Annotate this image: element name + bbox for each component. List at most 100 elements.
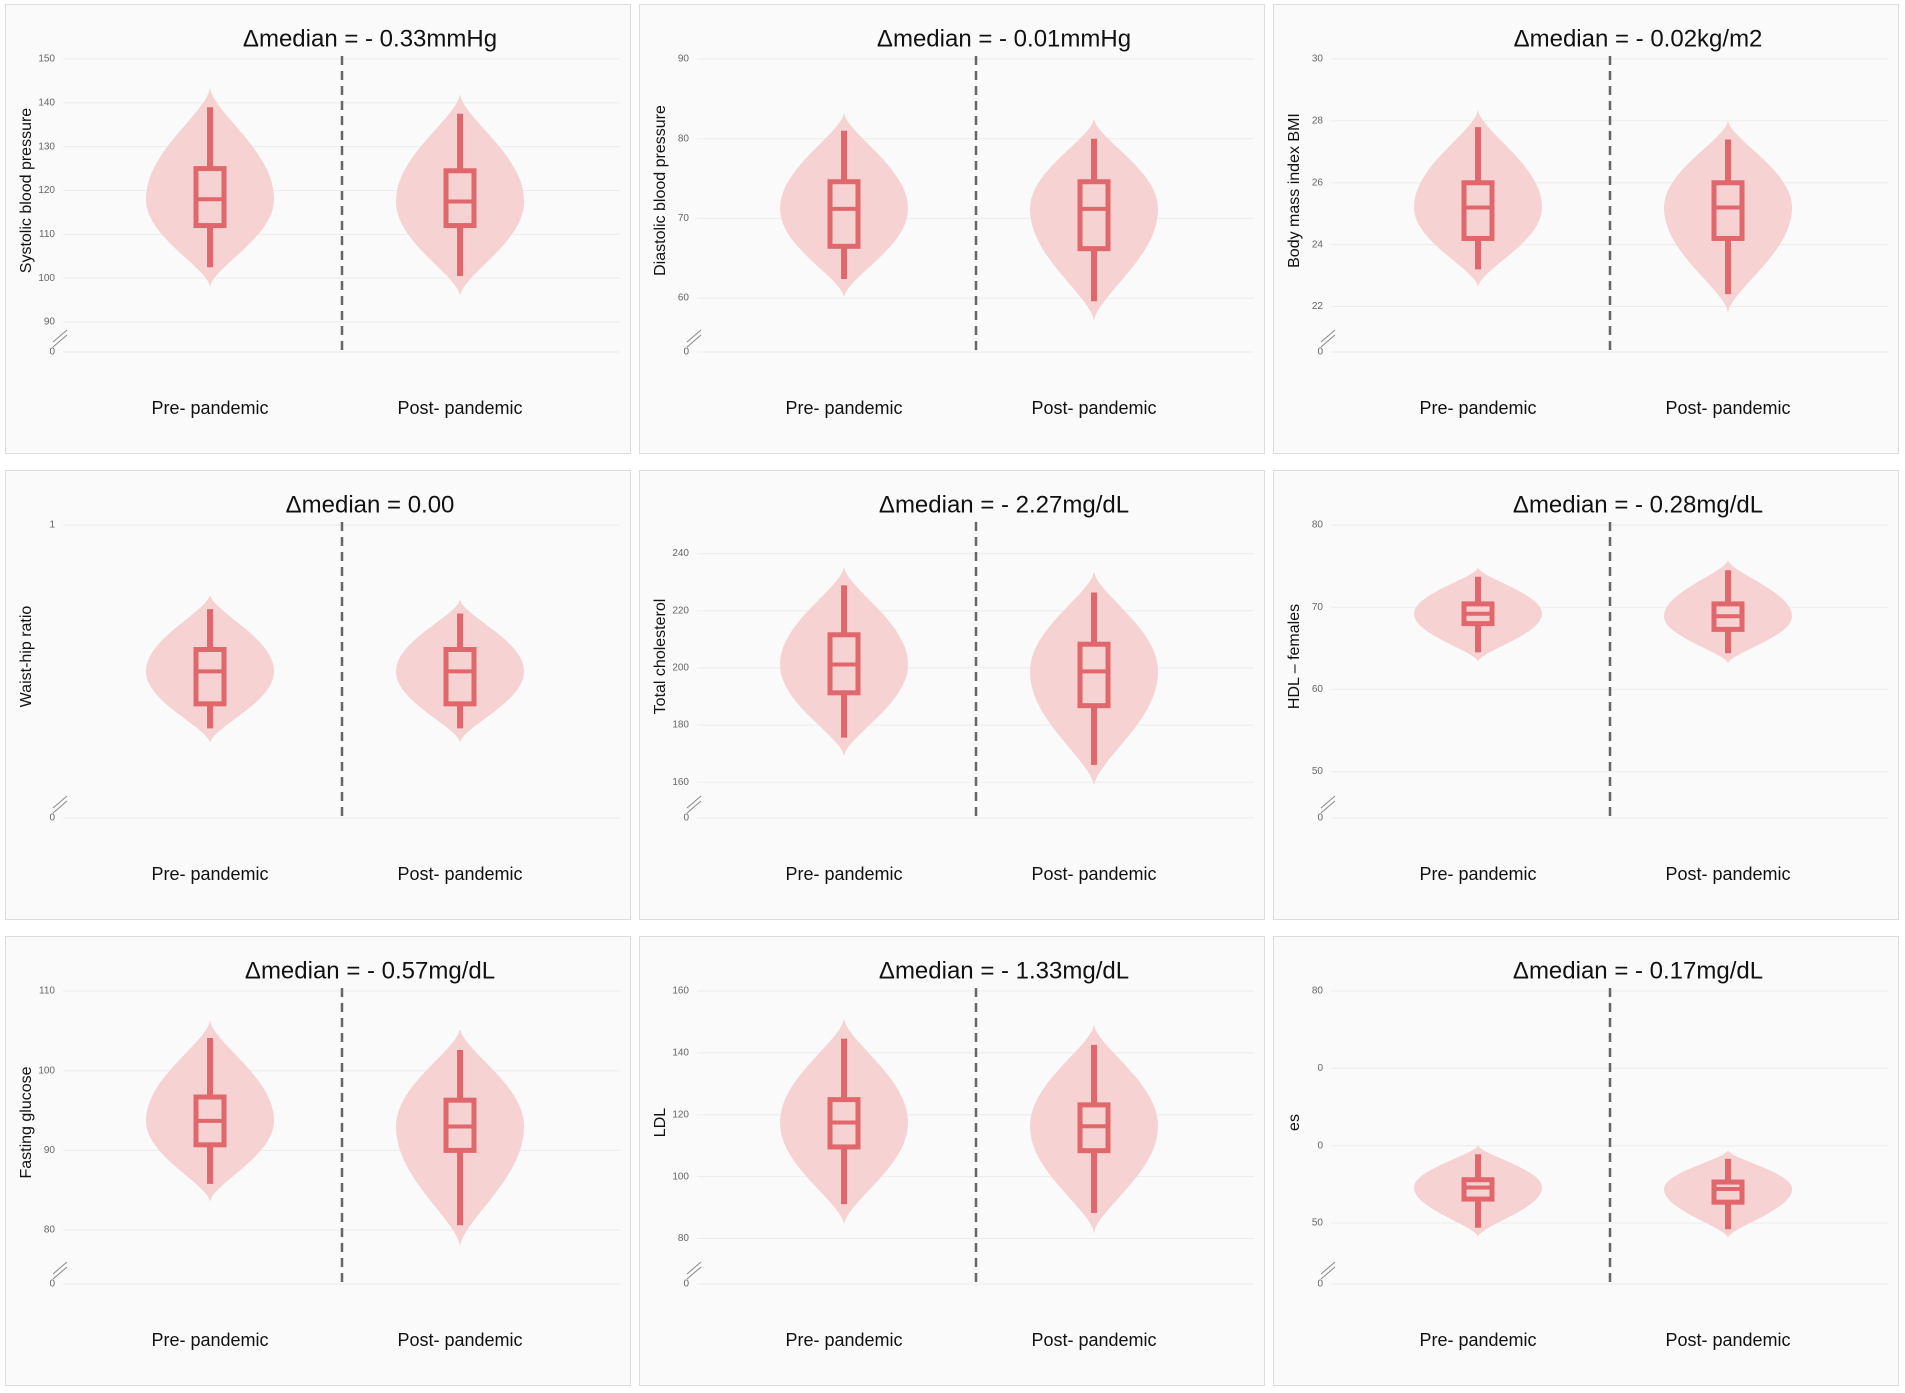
panel-background [1273, 470, 1899, 920]
x-tick-label: Post- pandemic [1665, 398, 1790, 418]
y-tick-label: 160 [672, 777, 689, 788]
y-tick-label: 100 [38, 273, 55, 284]
panel-background [639, 4, 1265, 454]
base-tick-label: 0 [683, 347, 689, 358]
x-tick-label: Pre- pandemic [1419, 398, 1536, 418]
y-tick-label: 140 [672, 1048, 689, 1059]
y-tick-label: 24 [1312, 239, 1324, 250]
base-tick-label: 0 [1317, 813, 1323, 824]
y-tick-label: 90 [44, 317, 56, 328]
y-tick-label: 80 [44, 1225, 56, 1236]
y-tick-label: 120 [672, 1109, 689, 1120]
axis-break [1320, 1261, 1336, 1275]
box [1711, 1179, 1745, 1205]
axis-break [52, 1266, 68, 1280]
y-tick-label: 80 [1312, 520, 1324, 531]
y-tick-label: 60 [1312, 684, 1324, 695]
panel-title: Δmedian = - 0.02kg/m2 [1514, 25, 1763, 52]
axis-break [52, 1261, 68, 1275]
panel-title: Δmedian = - 0.57mg/dL [245, 957, 495, 984]
y-axis-label: Total cholesterol [652, 599, 669, 715]
chart-panel: 22 24 26 28 30 0 Body mass index BMI Pre- pande… [1273, 4, 1899, 454]
base-tick-label: 0 [49, 813, 55, 824]
y-tick-label: 28 [1312, 116, 1324, 127]
y-tick-label: 22 [1312, 301, 1324, 312]
chart-panel: 60 70 80 90 0 Diastolic blood pressure Pre- pa… [639, 4, 1265, 454]
axis-break [686, 334, 702, 348]
axis-break [686, 1266, 702, 1280]
box [1077, 641, 1111, 709]
panel-background [639, 936, 1265, 1386]
axis-break [52, 795, 68, 809]
y-tick-label: 130 [38, 141, 55, 152]
y-tick-label: 0 [1317, 1063, 1323, 1074]
panel-title: Δmedian = - 0.17mg/dL [1513, 957, 1763, 984]
axis-break [686, 1261, 702, 1275]
axis-break [1320, 800, 1336, 814]
box [827, 179, 861, 249]
panel-background [1273, 936, 1899, 1386]
y-tick-label: 80 [678, 1233, 690, 1244]
box [1461, 180, 1495, 241]
box [193, 166, 227, 229]
axis-break [52, 334, 68, 348]
panel-title: Δmedian = - 0.33mmHg [243, 25, 497, 52]
y-tick-label: 0 [1317, 1140, 1323, 1151]
axis-break [686, 795, 702, 809]
base-tick-label: 0 [683, 813, 689, 824]
x-tick-label: Post- pandemic [1031, 864, 1156, 884]
axis-break [52, 329, 68, 343]
panel-title: Δmedian = - 0.28mg/dL [1513, 491, 1763, 518]
y-axis-label: Fasting glucose [18, 1066, 35, 1178]
y-tick-label: 120 [38, 185, 55, 196]
y-tick-label: 90 [44, 1145, 56, 1156]
x-tick-label: Pre- pandemic [151, 864, 268, 884]
y-tick-label: 80 [678, 133, 690, 144]
box [193, 646, 227, 707]
chart-panel: 50 60 70 80 0 HDL – females Pre- pandemic Post-… [1273, 470, 1899, 920]
chart-panel: 50 0 0 80 0 es Pre- pandemic Post- pandemic Δmed… [1273, 936, 1899, 1386]
y-tick-label: 180 [672, 720, 689, 731]
chart-panel: 1 0 Waist-hip ratio Pre- pandemic Post- pand… [5, 470, 631, 920]
y-tick-label: 100 [672, 1171, 689, 1182]
axis-break [686, 329, 702, 343]
axis-break [1320, 795, 1336, 809]
axis-break [52, 800, 68, 814]
panel-title: Δmedian = - 0.01mmHg [877, 25, 1131, 52]
y-axis-label: es [1286, 1114, 1303, 1131]
x-tick-label: Pre- pandemic [1419, 1330, 1536, 1350]
axis-break [1320, 334, 1336, 348]
y-tick-label: 26 [1312, 177, 1324, 188]
axis-break [1320, 1266, 1336, 1280]
panel-background [1273, 4, 1899, 454]
x-tick-label: Post- pandemic [397, 1330, 522, 1350]
y-tick-label: 110 [39, 986, 55, 997]
y-tick-label: 100 [38, 1065, 55, 1076]
y-tick-label: 90 [678, 54, 690, 65]
box [1711, 180, 1745, 241]
x-tick-label: Post- pandemic [397, 398, 522, 418]
chart-panel: 160 180 200 220 240 0 Total cholesterol Pre- pa… [639, 470, 1265, 920]
y-tick-label: 60 [678, 293, 690, 304]
base-tick-label: 0 [49, 1279, 55, 1290]
box [443, 646, 477, 707]
base-tick-label: 0 [1317, 1279, 1323, 1290]
x-tick-label: Post- pandemic [1665, 1330, 1790, 1350]
y-tick-label: 150 [38, 54, 55, 65]
base-tick-label: 0 [683, 1279, 689, 1290]
x-tick-label: Pre- pandemic [785, 864, 902, 884]
x-tick-label: Pre- pandemic [785, 398, 902, 418]
panel-background [5, 4, 631, 454]
y-tick-label: 220 [672, 605, 689, 616]
y-axis-label: HDL – females [1286, 604, 1303, 709]
x-tick-label: Post- pandemic [1031, 1330, 1156, 1350]
box [1077, 179, 1111, 252]
panel-background [639, 470, 1265, 920]
chart-panel: 80 100 120 140 160 0 LDL Pre- pandemic Post- pan… [639, 936, 1265, 1386]
x-tick-label: Pre- pandemic [785, 1330, 902, 1350]
base-tick-label: 0 [49, 347, 55, 358]
box [443, 168, 477, 229]
y-axis-label: Body mass index BMI [1286, 113, 1303, 268]
axis-break [686, 800, 702, 814]
y-tick-label: 50 [1312, 1218, 1324, 1229]
